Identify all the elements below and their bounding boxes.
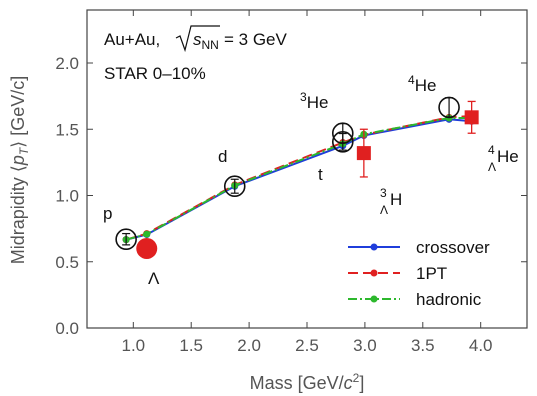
x-tick-label: 3.5 — [411, 336, 435, 355]
energy-label: = 3 GeV — [224, 30, 288, 49]
y-axis-title: Midrapidity ⟨pT⟩ [GeV/c] — [8, 76, 31, 264]
x-tick-label: 1.5 — [179, 336, 203, 355]
anno-h3l: 3 ΛH — [380, 186, 402, 217]
data-marker-lambda — [136, 238, 157, 259]
y-tick-label: 1.0 — [55, 187, 79, 206]
x-axis-title: Mass [GeV/c2] — [250, 371, 365, 393]
anno-t: t — [318, 165, 323, 184]
anno-p: p — [103, 204, 112, 223]
legend: crossover 1PT hadronic — [348, 238, 490, 309]
svg-text:hadronic: hadronic — [416, 290, 482, 309]
y-tick-label: 1.5 — [55, 120, 79, 139]
anno-he3: 3He — [300, 90, 328, 112]
legend-entry-1pt: 1PT — [348, 264, 447, 283]
x-tick-label: 1.0 — [121, 336, 145, 355]
x-tick-label: 2.5 — [295, 336, 319, 355]
series-group — [123, 113, 476, 244]
series-line-hadronic — [126, 118, 472, 240]
centrality-label: STAR 0–10% — [104, 64, 206, 83]
x-tick-label: 3.0 — [353, 336, 377, 355]
y-tick-label: 2.0 — [55, 54, 79, 73]
sqrt-s-label: sNN — [193, 30, 219, 52]
series-line-1pt — [126, 116, 472, 240]
y-tick-label: 0.0 — [55, 319, 79, 338]
series-point-hadronic — [143, 231, 150, 238]
y-tick-label: 0.5 — [55, 253, 79, 272]
x-tick-label: 2.0 — [237, 336, 261, 355]
x-tick-label: 4.0 — [469, 336, 493, 355]
series-line-crossover — [126, 119, 472, 239]
data-square — [465, 110, 479, 124]
system-label: Au+Au, — [104, 30, 160, 49]
svg-text:1PT: 1PT — [416, 264, 447, 283]
anno-he4l: 4 ΛHe — [488, 143, 519, 174]
anno-d: d — [218, 147, 227, 166]
svg-text:crossover: crossover — [416, 238, 490, 257]
anno-he4: 4He — [408, 73, 436, 95]
data-square — [357, 146, 371, 160]
anno-lambda: Λ — [148, 269, 160, 288]
legend-entry-crossover: crossover — [348, 238, 490, 257]
legend-entry-hadronic: hadronic — [348, 290, 482, 309]
